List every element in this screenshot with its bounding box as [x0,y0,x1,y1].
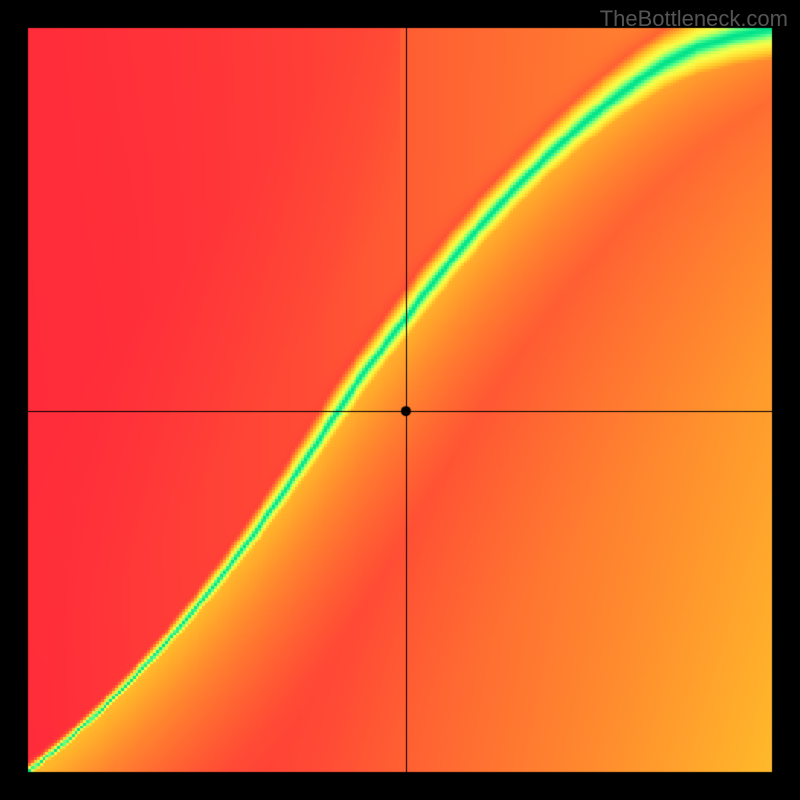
chart-container: TheBottleneck.com [0,0,800,800]
watermark-text: TheBottleneck.com [600,6,788,32]
heatmap-canvas [0,0,800,800]
